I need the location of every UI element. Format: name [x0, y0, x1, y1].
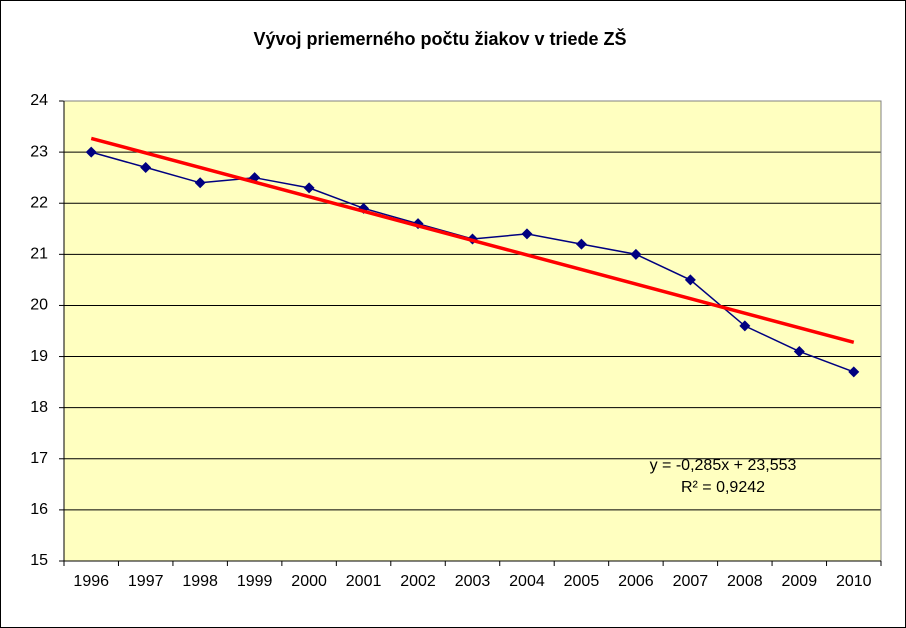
x-tick-label: 1999 — [237, 573, 273, 590]
x-tick-label: 1998 — [182, 573, 218, 590]
data-marker — [575, 238, 587, 250]
data-marker — [848, 366, 860, 378]
y-tick-label: 21 — [30, 246, 48, 263]
trendline-equation: y = -0,285x + 23,553 — [650, 457, 797, 474]
y-tick-label: 19 — [30, 348, 48, 365]
y-tick-label: 17 — [30, 450, 48, 467]
data-marker — [793, 345, 805, 357]
x-tick-label: 2000 — [291, 573, 327, 590]
data-marker — [739, 320, 751, 332]
trendline-r-squared: R² = 0,9242 — [681, 479, 765, 496]
y-tick-label: 16 — [30, 501, 48, 518]
x-tick-label: 2003 — [455, 573, 491, 590]
data-marker — [85, 146, 97, 158]
x-tick-label: 2010 — [836, 573, 872, 590]
x-tick-label: 2002 — [400, 573, 436, 590]
y-tick-label: 20 — [30, 297, 48, 314]
data-marker — [630, 248, 642, 260]
x-tick-label: 2006 — [618, 573, 654, 590]
x-tick-label: 2007 — [673, 573, 709, 590]
y-tick-label: 22 — [30, 194, 48, 211]
x-tick-label: 1996 — [73, 573, 109, 590]
x-tick-label: 2001 — [346, 573, 382, 590]
y-tick-label: 18 — [30, 399, 48, 416]
data-marker — [140, 161, 152, 173]
data-marker — [303, 182, 315, 194]
x-tick-label: 2005 — [564, 573, 600, 590]
data-marker — [684, 274, 696, 286]
x-tick-label: 2004 — [509, 573, 545, 590]
x-tick-label: 2008 — [727, 573, 763, 590]
data-marker — [194, 177, 206, 189]
y-tick-label: 24 — [30, 92, 48, 109]
data-marker — [521, 228, 533, 240]
chart-title: Vývoj priemerného počtu žiakov v triede … — [253, 28, 626, 49]
x-tick-label: 1997 — [128, 573, 164, 590]
trendline — [90, 136, 855, 345]
y-tick-label: 15 — [30, 552, 48, 569]
x-tick-label: 2009 — [782, 573, 818, 590]
y-tick-label: 23 — [30, 143, 48, 160]
